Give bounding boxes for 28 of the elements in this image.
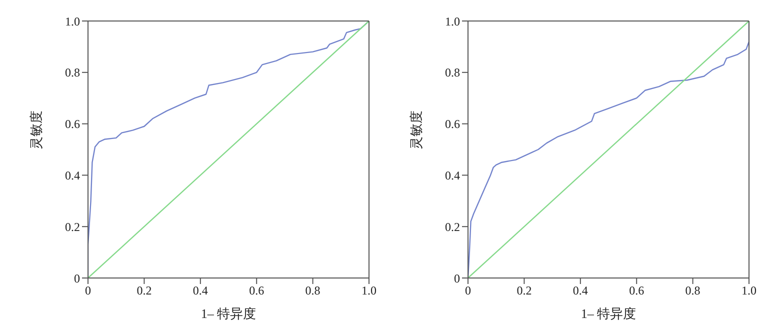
y-tick-label: 0.4 <box>65 168 80 182</box>
x-tick-label: 0.6 <box>629 284 644 298</box>
x-tick-label: 0.8 <box>305 284 320 298</box>
x-axis-title: 1– 特异度 <box>580 306 636 321</box>
x-tick-label: 0 <box>85 284 91 298</box>
y-tick-label: 1.0 <box>445 14 460 28</box>
x-tick-label: 0 <box>465 284 471 298</box>
y-axis-title: 灵敏度 <box>28 110 44 150</box>
x-tick-label: 1.0 <box>742 284 756 298</box>
x-axis-title: 1– 特异度 <box>200 306 256 321</box>
y-tick-label: 0 <box>454 271 460 286</box>
y-tick-label: 0.2 <box>445 220 460 234</box>
y-tick-label: 0.8 <box>445 66 460 80</box>
x-tick-label: 0.8 <box>685 284 700 298</box>
y-tick-label: 1.0 <box>65 14 80 28</box>
y-tick-label: 0.6 <box>65 117 80 132</box>
y-tick-label: 0 <box>74 271 80 286</box>
x-tick-label: 0.2 <box>516 284 532 298</box>
y-tick-label: 0.4 <box>445 168 460 182</box>
y-tick-label: 0.6 <box>445 117 460 132</box>
x-tick-label: 0.4 <box>572 284 588 298</box>
x-tick-label: 0.6 <box>249 284 264 298</box>
x-tick-label: 1.0 <box>362 284 376 298</box>
y-axis-title: 灵敏度 <box>408 110 424 150</box>
x-tick-label: 0.2 <box>136 284 152 298</box>
y-tick-label: 0.2 <box>65 220 80 234</box>
y-tick-label: 0.8 <box>65 66 80 80</box>
x-tick-label: 0.4 <box>192 284 208 298</box>
